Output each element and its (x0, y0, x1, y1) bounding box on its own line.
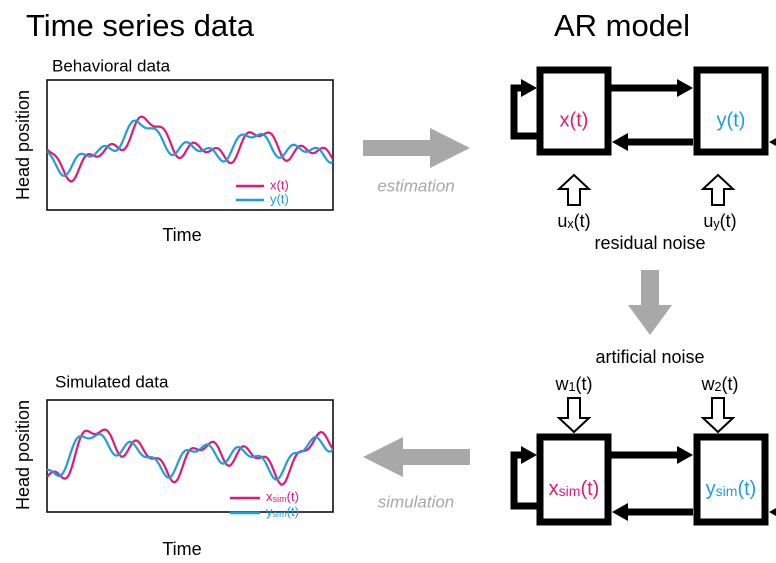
legend-label: ysim(t) (266, 504, 299, 519)
noise-arrow (700, 397, 736, 434)
x-label: Time (162, 539, 201, 559)
noise-arrow (556, 397, 592, 434)
trace (47, 432, 333, 481)
trace (47, 115, 333, 183)
noise-arrow (556, 173, 592, 206)
node-box (536, 66, 612, 156)
estimation-arrow (363, 128, 470, 168)
left-title: Time series data (26, 8, 255, 43)
input-label: w1(t) (554, 374, 592, 395)
input-label: ux(t) (557, 211, 590, 232)
legend-label: y(t) (270, 191, 289, 206)
legend-label: x(t) (270, 177, 289, 192)
y-label: Head position (13, 90, 33, 200)
arrow-head (769, 138, 776, 146)
self-loop (510, 451, 537, 510)
estimation-label: estimation (377, 176, 454, 195)
x-label: Time (162, 225, 201, 245)
arrow-head (612, 503, 628, 521)
node-box (536, 433, 612, 526)
noise-label: residual noise (594, 233, 705, 253)
down-arrow (628, 270, 672, 335)
noise-arrow (700, 173, 736, 206)
node-label: x(t) (560, 109, 589, 131)
arrow-head (677, 446, 693, 464)
plot-frame (46, 79, 334, 211)
self-loop (510, 84, 537, 140)
legend-label: xsim(t) (266, 489, 299, 504)
arrow-head (612, 133, 628, 151)
arrow-head (521, 79, 537, 97)
input-label: uy(t) (703, 211, 736, 232)
arrow-head (769, 508, 776, 516)
node-box (693, 433, 769, 526)
arrow-head (677, 79, 693, 97)
noise-label: artificial noise (595, 347, 704, 367)
plot-title: Simulated data (55, 372, 169, 391)
node-label: ysim(t) (706, 478, 757, 500)
plot-frame (46, 399, 334, 513)
simulation-label: simulation (378, 492, 455, 511)
node-label: y(t) (717, 109, 746, 131)
input-label: w2(t) (700, 374, 738, 395)
plot-title: Behavioral data (52, 56, 171, 75)
node-box (693, 66, 769, 156)
simulation-arrow (363, 437, 470, 477)
arrow-head (521, 446, 537, 464)
node-label: xsim(t) (549, 478, 600, 500)
trace (47, 119, 333, 178)
y-label: Head position (13, 400, 33, 510)
right-title: AR model (554, 8, 690, 43)
